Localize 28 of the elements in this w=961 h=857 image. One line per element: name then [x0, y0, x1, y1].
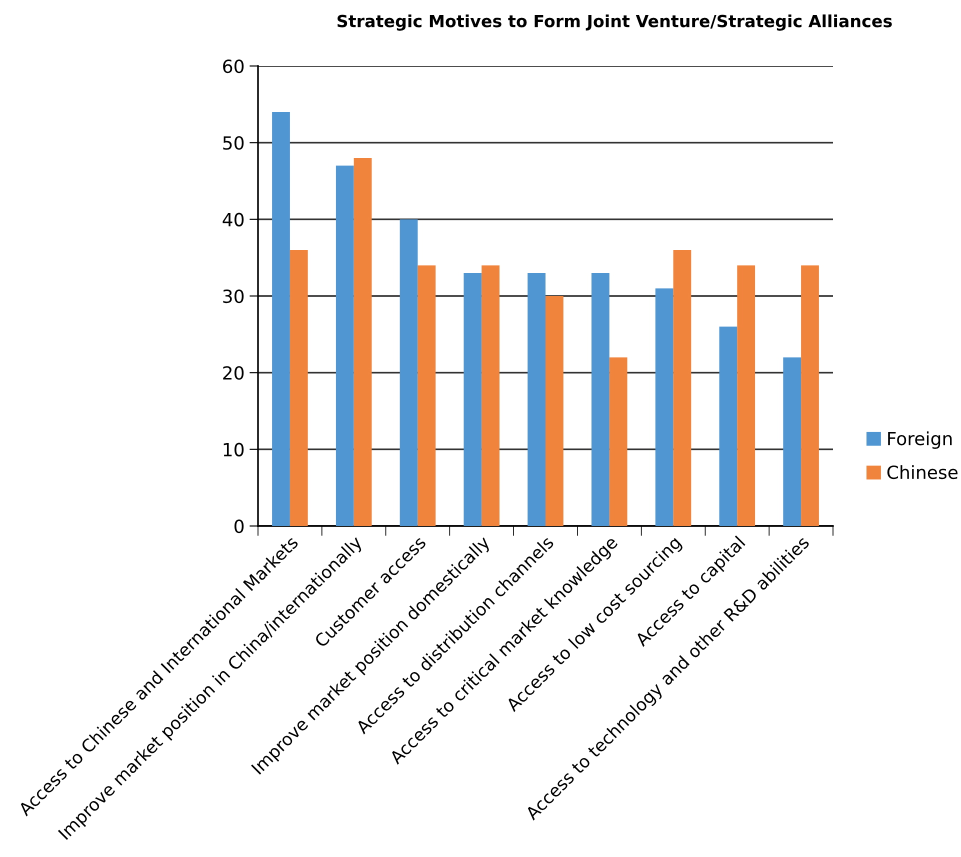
y-tick-label: 0 [234, 519, 244, 534]
bar [528, 273, 546, 526]
bar [719, 326, 738, 526]
y-tick-label: 10 [224, 442, 244, 456]
y-tick-label: 20 [223, 366, 244, 380]
y-tick-label: 40 [222, 212, 244, 226]
bar [801, 265, 819, 526]
bar [400, 219, 418, 526]
bar [482, 265, 500, 526]
bar [546, 296, 564, 526]
bar [655, 288, 674, 526]
bar [418, 265, 436, 526]
bar [783, 357, 802, 526]
bar [290, 250, 308, 526]
bar [464, 273, 482, 526]
y-tick-label: 30 [223, 289, 244, 304]
bar [673, 250, 692, 526]
bar [354, 158, 372, 526]
bar [609, 357, 628, 526]
y-tick-label: 60 [223, 59, 244, 74]
bar [592, 273, 610, 526]
y-tick-label: 50 [223, 136, 244, 150]
chart-title: Strategic Motives to Form Joint Venture/Strategic Alliances [338, 14, 892, 31]
legend-label: Foreign [888, 431, 952, 449]
legend-label: Chinese [887, 465, 958, 480]
bar [737, 265, 756, 526]
bar [336, 166, 354, 526]
bar [272, 112, 290, 526]
